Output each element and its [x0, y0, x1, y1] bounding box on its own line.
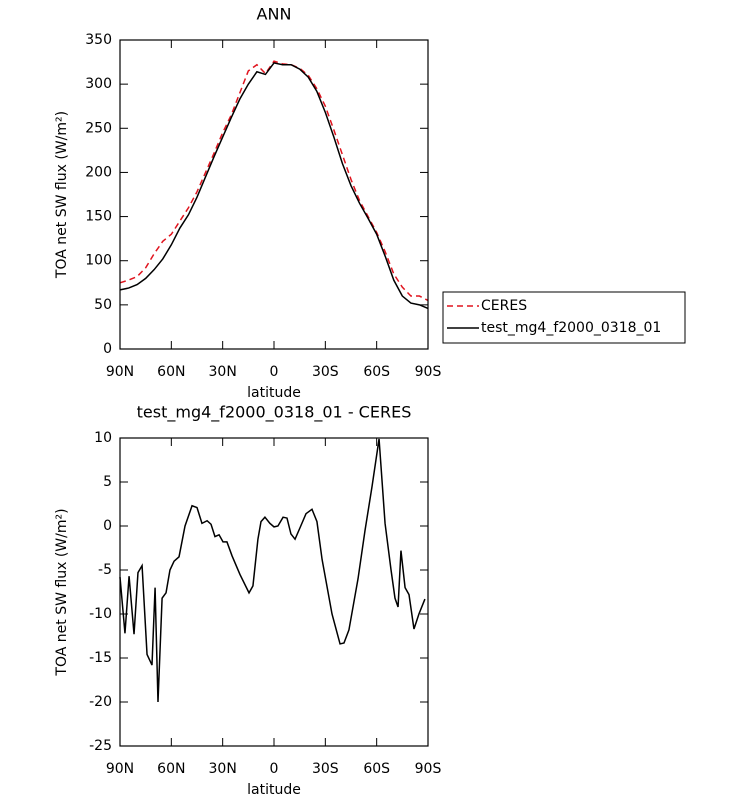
x-tick-label: 0 [270, 364, 279, 380]
x-tick-label: 90N [106, 761, 134, 777]
x-axis-label: latitude [247, 385, 301, 401]
x-tick-label: 30N [209, 364, 237, 380]
y-axis-label: TOA net SW flux (W/m²) [54, 508, 70, 676]
y-tick-label: -15 [89, 650, 112, 666]
y-axis-label: TOA net SW flux (W/m²) [54, 111, 70, 279]
legend-box [442, 291, 686, 344]
x-tick-label: 90S [415, 761, 442, 777]
x-tick-label: 0 [270, 761, 279, 777]
legend: CERES test_mg4_f2000_0318_01 [442, 291, 686, 344]
y-tick-label: 50 [94, 297, 112, 313]
x-tick-label: 30N [209, 761, 237, 777]
x-tick-label: 60N [157, 364, 185, 380]
y-tick-label: 250 [85, 120, 112, 136]
chart-title: ANN [257, 5, 292, 24]
x-tick-label: 90N [106, 364, 134, 380]
y-tick-label: 0 [103, 518, 112, 534]
x-tick-label: 60N [157, 761, 185, 777]
y-tick-label: 100 [85, 253, 112, 269]
y-tick-label: 150 [85, 209, 112, 225]
y-tick-label: 5 [103, 474, 112, 490]
data-line [119, 60, 429, 302]
y-tick-label: 0 [103, 341, 112, 357]
plot-frame [119, 437, 429, 747]
y-tick-label: -25 [89, 738, 112, 754]
x-axis-label: latitude [247, 782, 301, 798]
x-tick-label: 30S [312, 761, 339, 777]
y-tick-label: 300 [85, 76, 112, 92]
x-tick-label: 60S [363, 761, 390, 777]
x-tick-label: 30S [312, 364, 339, 380]
y-tick-label: 10 [94, 430, 112, 446]
y-tick-label: -5 [98, 562, 112, 578]
legend-label: test_mg4_f2000_0318_01 [481, 320, 661, 336]
chart-title: test_mg4_f2000_0318_01 - CERES [137, 403, 412, 423]
data-line [119, 62, 429, 310]
y-tick-label: -10 [89, 606, 112, 622]
data-line [119, 438, 426, 703]
plot-frame [119, 39, 429, 350]
y-tick-label: 200 [85, 164, 112, 180]
x-tick-label: 90S [415, 364, 442, 380]
x-tick-label: 60S [363, 364, 390, 380]
legend-label: CERES [481, 298, 527, 314]
y-tick-label: 350 [85, 32, 112, 48]
y-tick-label: -20 [89, 694, 112, 710]
